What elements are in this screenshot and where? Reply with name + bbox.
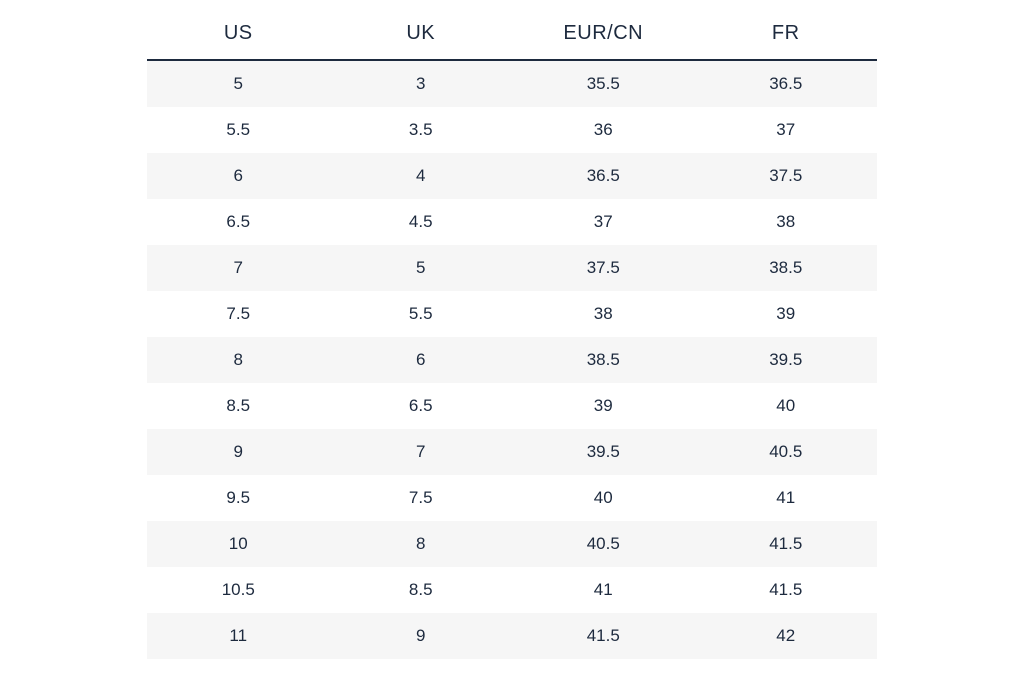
cell-uk: 4.5 bbox=[330, 199, 513, 245]
cell-eurcn: 41.5 bbox=[512, 613, 695, 659]
table-row: 8.5 6.5 39 40 bbox=[147, 383, 877, 429]
cell-fr: 37.5 bbox=[695, 153, 878, 199]
cell-us: 8.5 bbox=[147, 383, 330, 429]
cell-eurcn: 35.5 bbox=[512, 60, 695, 107]
header-row: US UK EUR/CN FR bbox=[147, 12, 877, 60]
table-row: 5 3 35.5 36.5 bbox=[147, 60, 877, 107]
table-row: 10.5 8.5 41 41.5 bbox=[147, 567, 877, 613]
cell-us: 9.5 bbox=[147, 475, 330, 521]
table-row: 8 6 38.5 39.5 bbox=[147, 337, 877, 383]
cell-fr: 37 bbox=[695, 107, 878, 153]
cell-us: 7.5 bbox=[147, 291, 330, 337]
cell-uk: 7.5 bbox=[330, 475, 513, 521]
cell-us: 6.5 bbox=[147, 199, 330, 245]
cell-eurcn: 39 bbox=[512, 383, 695, 429]
cell-us: 11 bbox=[147, 613, 330, 659]
table-body: 5 3 35.5 36.5 5.5 3.5 36 37 6 4 36.5 37.… bbox=[147, 60, 877, 659]
cell-eurcn: 38 bbox=[512, 291, 695, 337]
cell-uk: 7 bbox=[330, 429, 513, 475]
cell-uk: 8 bbox=[330, 521, 513, 567]
cell-eurcn: 39.5 bbox=[512, 429, 695, 475]
cell-fr: 40.5 bbox=[695, 429, 878, 475]
cell-eurcn: 40 bbox=[512, 475, 695, 521]
cell-us: 5.5 bbox=[147, 107, 330, 153]
cell-eurcn: 36.5 bbox=[512, 153, 695, 199]
cell-fr: 41.5 bbox=[695, 567, 878, 613]
cell-uk: 5 bbox=[330, 245, 513, 291]
table-row: 5.5 3.5 36 37 bbox=[147, 107, 877, 153]
cell-uk: 4 bbox=[330, 153, 513, 199]
table-row: 9.5 7.5 40 41 bbox=[147, 475, 877, 521]
cell-uk: 3 bbox=[330, 60, 513, 107]
cell-uk: 6 bbox=[330, 337, 513, 383]
cell-eurcn: 37.5 bbox=[512, 245, 695, 291]
col-header-eurcn: EUR/CN bbox=[512, 12, 695, 60]
table-header: US UK EUR/CN FR bbox=[147, 12, 877, 60]
cell-fr: 38 bbox=[695, 199, 878, 245]
cell-fr: 38.5 bbox=[695, 245, 878, 291]
table-row: 6.5 4.5 37 38 bbox=[147, 199, 877, 245]
size-conversion-table: US UK EUR/CN FR 5 3 35.5 36.5 5.5 3.5 36… bbox=[147, 12, 877, 659]
col-header-us: US bbox=[147, 12, 330, 60]
col-header-uk: UK bbox=[330, 12, 513, 60]
table-row: 7.5 5.5 38 39 bbox=[147, 291, 877, 337]
cell-us: 10.5 bbox=[147, 567, 330, 613]
cell-uk: 9 bbox=[330, 613, 513, 659]
cell-us: 6 bbox=[147, 153, 330, 199]
cell-us: 10 bbox=[147, 521, 330, 567]
table-row: 11 9 41.5 42 bbox=[147, 613, 877, 659]
cell-uk: 3.5 bbox=[330, 107, 513, 153]
cell-eurcn: 38.5 bbox=[512, 337, 695, 383]
cell-us: 9 bbox=[147, 429, 330, 475]
cell-uk: 6.5 bbox=[330, 383, 513, 429]
cell-us: 5 bbox=[147, 60, 330, 107]
cell-fr: 42 bbox=[695, 613, 878, 659]
cell-us: 7 bbox=[147, 245, 330, 291]
cell-eurcn: 41 bbox=[512, 567, 695, 613]
cell-uk: 8.5 bbox=[330, 567, 513, 613]
cell-fr: 41 bbox=[695, 475, 878, 521]
cell-eurcn: 37 bbox=[512, 199, 695, 245]
cell-fr: 39.5 bbox=[695, 337, 878, 383]
cell-us: 8 bbox=[147, 337, 330, 383]
cell-eurcn: 36 bbox=[512, 107, 695, 153]
table-row: 7 5 37.5 38.5 bbox=[147, 245, 877, 291]
cell-fr: 41.5 bbox=[695, 521, 878, 567]
col-header-fr: FR bbox=[695, 12, 878, 60]
cell-fr: 39 bbox=[695, 291, 878, 337]
cell-fr: 36.5 bbox=[695, 60, 878, 107]
table-row: 9 7 39.5 40.5 bbox=[147, 429, 877, 475]
table-row: 6 4 36.5 37.5 bbox=[147, 153, 877, 199]
table-row: 10 8 40.5 41.5 bbox=[147, 521, 877, 567]
cell-eurcn: 40.5 bbox=[512, 521, 695, 567]
cell-fr: 40 bbox=[695, 383, 878, 429]
cell-uk: 5.5 bbox=[330, 291, 513, 337]
